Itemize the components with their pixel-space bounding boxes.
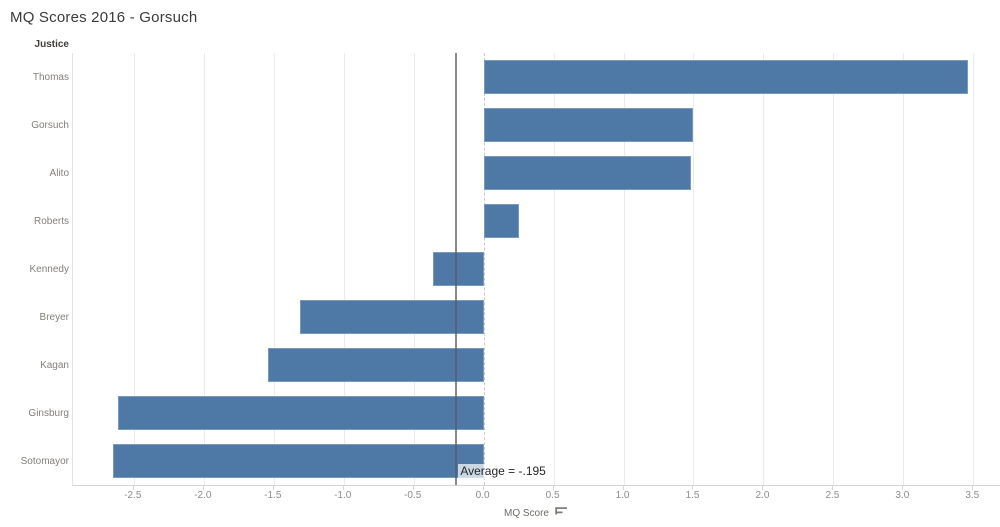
gridline [693,53,695,485]
x-axis-tick-mark [762,486,764,490]
row-label-gorsuch[interactable]: Gorsuch [31,119,69,131]
x-axis-tick-label: 1.0 [615,490,630,501]
gridline [273,53,275,485]
x-axis-tick-label: 3.0 [895,490,910,501]
sort-descending-icon[interactable] [555,506,568,520]
gridline [763,53,765,485]
x-axis-tick-mark [202,486,204,490]
x-axis-tick-label: 1.5 [685,490,700,501]
gridline [553,53,555,485]
x-axis-tick-mark [902,486,904,490]
chart-title: MQ Scores 2016 - Gorsuch [10,9,198,26]
row-header-justice[interactable]: Justice [34,39,69,50]
row-label-thomas[interactable]: Thomas [32,71,69,83]
x-axis-tick-mark [482,486,484,490]
zero-gridline [483,53,485,485]
gridline [343,53,345,485]
row-label-breyer[interactable]: Breyer [39,311,69,323]
x-axis-ticks: -2.5 -2.0 -1.5 -1.0 -0.5 0.0 0.5 1.0 1.5 2.0 2.5 3.… [72,486,1000,504]
x-axis-tick-label: -2.5 [124,490,142,501]
x-axis-title-group: MQ Score [72,505,1000,521]
bar-thomas[interactable] [483,60,968,94]
x-axis-tick-mark [972,486,974,490]
bar-kagan[interactable] [268,348,484,382]
row-label-alito[interactable]: Alito [49,167,69,179]
x-axis-tick-mark [832,486,834,490]
x-axis-tick-label: -2.0 [194,490,212,501]
x-axis-tick-label: 0.0 [475,490,490,501]
x-axis-title: MQ Score [503,507,549,519]
gridline [413,53,415,485]
gridline [973,53,975,485]
bar-sotomayor[interactable] [112,444,484,478]
bar-breyer[interactable] [300,300,484,334]
plot-area: Average = -.195 [72,53,1000,486]
gridline [203,53,205,485]
x-axis-tick-label: 2.0 [755,490,770,501]
x-axis-tick-mark [272,486,274,490]
row-label-kennedy[interactable]: Kennedy [29,263,69,275]
gridline [903,53,905,485]
row-label-roberts[interactable]: Roberts [33,215,69,227]
x-axis-tick-mark [622,486,624,490]
bar-ginsburg[interactable] [118,396,484,430]
x-axis-tick-label: 3.5 [965,490,980,501]
x-axis-tick-label: -1.0 [334,490,352,501]
row-label-kagan[interactable]: Kagan [40,359,69,371]
row-label-sotomayor[interactable]: Sotomayor [20,455,69,467]
justice-row-labels: Thomas Gorsuch Alito Roberts Kennedy Breyer Ka… [0,53,69,485]
x-axis-tick-label: -0.5 [404,490,422,501]
x-axis-tick-mark [692,486,694,490]
x-axis-tick-label: -1.5 [264,490,282,501]
row-label-ginsburg[interactable]: Ginsburg [28,407,69,419]
bar-alito[interactable] [483,156,691,190]
gridline [833,53,835,485]
average-reference-line [455,53,458,485]
x-axis-tick-mark [342,486,344,490]
x-axis-tick-mark [132,486,134,490]
x-axis-tick-mark [412,486,414,490]
x-axis-tick-label: 0.5 [545,490,560,501]
gridline [133,53,135,485]
x-axis-tick-label: 2.5 [825,490,840,501]
bar-gorsuch[interactable] [483,108,694,142]
gridline [623,53,625,485]
x-axis-tick-mark [552,486,554,490]
bar-roberts[interactable] [483,204,519,238]
average-reference-label: Average = -.195 [458,464,548,479]
bar-kennedy[interactable] [433,252,484,286]
